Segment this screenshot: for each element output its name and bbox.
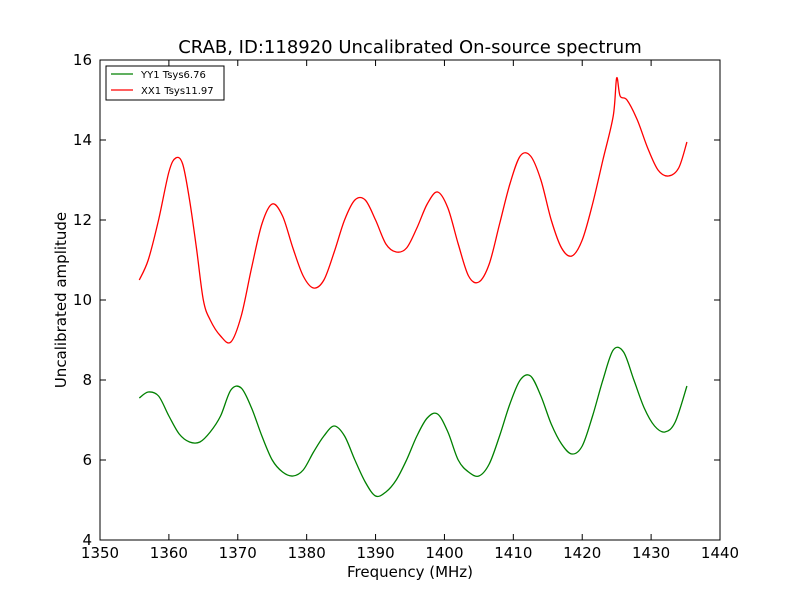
x-tick-label: 1370 [219,544,257,562]
x-tick-label: 1360 [150,544,188,562]
y-tick-label: 16 [73,51,92,69]
series-line-yy1 [138,346,688,498]
plot-area [100,60,720,540]
x-tick-label: 1390 [356,544,394,562]
legend-label-xx1: XX1 Tsys11.97 [141,86,214,97]
y-tick-label: 4 [82,531,92,549]
legend-box [105,65,225,101]
y-tick-label: 8 [82,371,92,389]
y-tick-label: 12 [73,211,92,229]
y-tick-label: 6 [82,451,92,469]
legend-label-yy1: YY1 Tsys6.76 [140,70,206,81]
x-tick-label: 1400 [425,544,463,562]
ticks-layer: 1350 1360 1370 1380 1390 1400 1410 1420 1430 1440… [73,51,739,562]
x-tick-label: 1350 [81,544,119,562]
series-layer [138,77,688,498]
x-tick-label: 1430 [632,544,670,562]
y-tick-label: 14 [73,131,92,149]
y-axis-label: Uncalibrated amplitude [52,212,70,388]
x-axis-label: Frequency (MHz) [347,563,473,581]
x-tick-label: 1420 [563,544,601,562]
legend: YY1 Tsys6.76 XX1 Tsys11.97 [105,65,225,101]
x-tick-label: 1410 [494,544,532,562]
x-tick-label: 1440 [701,544,739,562]
series-line-xx1 [138,77,688,344]
y-tick-label: 10 [73,291,92,309]
x-tick-label: 1380 [288,544,326,562]
chart-title: CRAB, ID:118920 Uncalibrated On-source s… [178,37,642,58]
